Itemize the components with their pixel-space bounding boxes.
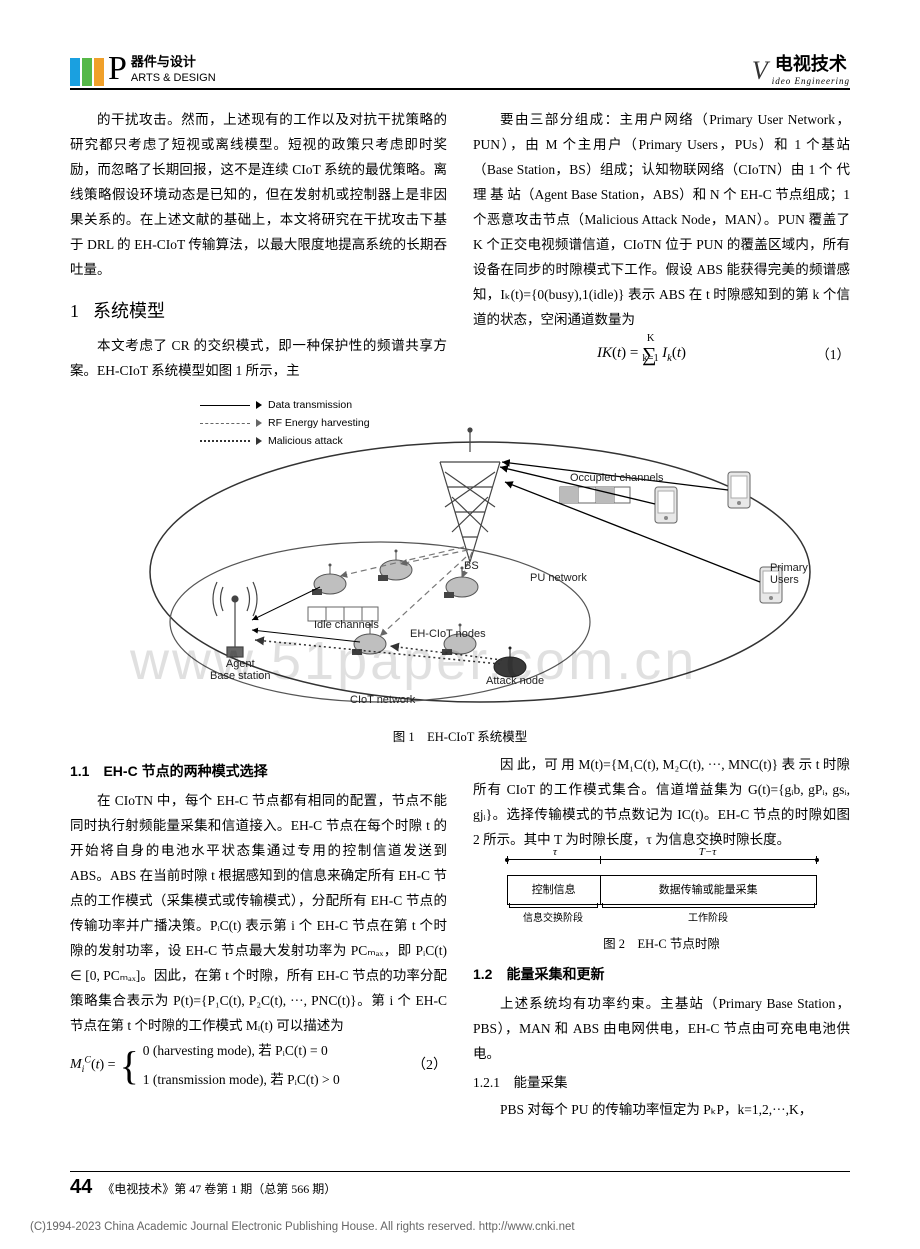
logo-cn: 电视技术: [775, 50, 847, 76]
header-title-en: ARTS & DESIGN: [131, 72, 216, 84]
section-1-1: 1.1 EH-C 节点的两种模式选择: [70, 759, 447, 785]
logo-v-icon: V: [752, 56, 768, 86]
left-p3: 在 CIoTN 中，每个 EH-C 节点都有相同的配置，节点不能同时执行射频能量…: [70, 789, 447, 1039]
right-p1: 要由三部分组成：主用户网络（Primary User Network，PUN），…: [473, 108, 850, 333]
fig2-cell-left: 控制信息: [508, 876, 600, 904]
page-footer: 44 《电视技术》第 47 卷第 1 期（总第 566 期）: [70, 1171, 850, 1199]
fig2-cell-right: 数据传输或能量采集: [600, 876, 816, 904]
lbl-agent: Agent Base station: [210, 658, 271, 682]
equation-2: MiC(t) = { 0 (harvesting mode), 若 PᵢC(t)…: [70, 1039, 447, 1093]
right-p3: 上述系统均有功率约束。主基站（Primary Base Station，PBS）…: [473, 992, 850, 1067]
lbl-ehciot: EH-CIoT nodes: [410, 628, 486, 640]
fig1-svg: [80, 392, 840, 722]
top-columns: 的干扰攻击。然而，上述现有的工作以及对抗干扰策略的研究都只考虑了短视或离线模型。…: [70, 108, 850, 384]
header-color-bars: [70, 58, 104, 86]
lbl-ciot: CIoT network: [350, 694, 415, 706]
h1-text: 系统模型: [93, 301, 165, 321]
left-p1: 的干扰攻击。然而，上述现有的工作以及对抗干扰策略的研究都只考虑了短视或离线模型。…: [70, 108, 447, 283]
figure-2: τ T−τ 控制信息 数据传输或能量采集 信息交换阶段 工作阶段 图 2 EH-…: [507, 859, 817, 956]
fig2-tau: τ: [553, 842, 557, 862]
lbl-occupied: Occupied channels: [570, 472, 664, 484]
eq2-num: （2）: [402, 1053, 447, 1079]
header-letter: P: [108, 52, 127, 86]
fig1-caption: 图 1 EH-CIoT 系统模型: [70, 726, 850, 745]
right-p4: PBS 对每个 PU 的传输功率恒定为 PₖP，k=1,2,···,K，: [473, 1098, 850, 1123]
bottom-columns: 1.1 EH-C 节点的两种模式选择 在 CIoTN 中，每个 EH-C 节点都…: [70, 753, 850, 1123]
header-title-cn: 器件与设计: [131, 51, 216, 70]
right-p2: 因 此，可 用 M(t)={M₁C(t), M₂C(t), ···, MNC(t…: [473, 753, 850, 853]
equation-1: IK(t) = ∑k=1K Ik(t) （1）: [473, 337, 850, 374]
fig2-Tminus: T−τ: [699, 842, 716, 862]
copyright-line: (C)1994-2023 China Academic Journal Elec…: [30, 1221, 575, 1233]
lbl-primary-users: Primary Users: [770, 562, 820, 586]
fig2-caption: 图 2 EH-C 节点时隙: [507, 933, 817, 956]
page-number: 44: [70, 1176, 92, 1199]
eq2-case0: 0 (harvesting mode), 若 PᵢC(t) = 0: [143, 1039, 340, 1064]
page-header: P 器件与设计 ARTS & DESIGN V 电视技术 ideo Engine…: [70, 50, 850, 90]
figure-1: Data transmission RF Energy harvesting M…: [70, 392, 850, 745]
lbl-bs: BS: [464, 560, 479, 572]
footer-text: 《电视技术》第 47 卷第 1 期（总第 566 期）: [102, 1180, 336, 1197]
section-1-heading: 1 系统模型: [70, 295, 447, 328]
fig2-brace-left: 信息交换阶段: [507, 910, 600, 929]
logo-en: ideo Engineering: [772, 76, 850, 86]
eq1-num: （1）: [810, 343, 850, 368]
eq2-case1: 1 (transmission mode), 若 PᵢC(t) > 0: [143, 1068, 340, 1093]
lbl-attack: Attack node: [486, 675, 544, 687]
left-p2: 本文考虑了 CR 的交织模式，即一种保护性的频谱共享方案。EH-CIoT 系统模…: [70, 334, 447, 384]
section-1-2-1: 1.2.1 能量采集: [473, 1071, 850, 1096]
fig2-brace-right: 工作阶段: [600, 910, 817, 929]
h1-num: 1: [70, 301, 79, 321]
lbl-pu-network: PU network: [530, 572, 587, 584]
section-1-2: 1.2 能量采集和更新: [473, 962, 850, 988]
lbl-idle: Idle channels: [314, 619, 379, 631]
